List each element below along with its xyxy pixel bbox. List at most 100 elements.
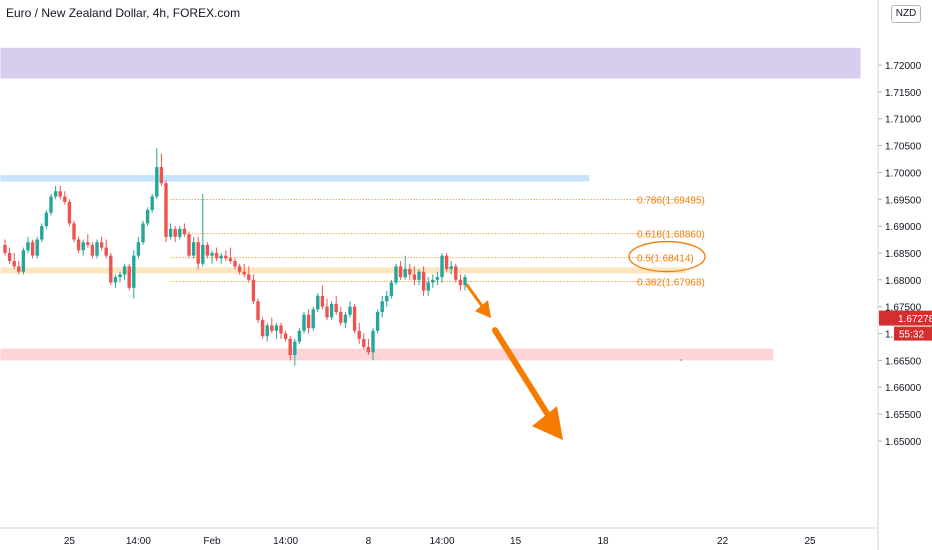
candle-body xyxy=(334,303,338,313)
candle-body xyxy=(339,312,343,323)
price-tick-label-9: 1.67500 xyxy=(885,303,922,314)
time-tick-label-4: 8 xyxy=(366,536,372,547)
price-tick-label-13: 1.65500 xyxy=(885,410,922,421)
price-tick-label-12: 1.66000 xyxy=(885,383,922,394)
price-tick-label-3: 1.70500 xyxy=(885,142,922,153)
candle-body xyxy=(385,295,389,302)
candle-body xyxy=(17,266,21,272)
candle-body xyxy=(311,309,315,329)
candle-body xyxy=(136,242,141,256)
candle-body xyxy=(343,314,348,323)
candle-body xyxy=(463,277,467,286)
currency-badge[interactable]: NZD xyxy=(891,5,921,23)
candles-layer xyxy=(3,148,467,366)
candle-body xyxy=(12,261,16,267)
candle-body xyxy=(389,282,394,296)
zone-orange xyxy=(0,267,686,274)
price-tick-label-6: 1.69000 xyxy=(885,222,922,233)
candle-body xyxy=(265,325,269,337)
candle-body xyxy=(72,223,76,240)
fib-label-1: 0.618(1.68860) xyxy=(637,230,705,241)
candle-body xyxy=(21,250,26,272)
countdown-label: 55:32 xyxy=(899,330,924,341)
candle-body xyxy=(182,228,187,235)
candle-body xyxy=(357,330,361,339)
candle-body xyxy=(417,271,421,280)
time-tick-label-6: 15 xyxy=(510,536,522,547)
candle-body xyxy=(444,255,449,270)
price-tick-label-11: 1.66500 xyxy=(885,356,922,367)
candle-body xyxy=(297,330,302,342)
zones-layer xyxy=(0,47,861,361)
candle-body xyxy=(141,223,145,243)
candle-body xyxy=(113,277,118,283)
candle-body xyxy=(122,266,127,275)
candle-body xyxy=(109,255,113,283)
zone-red xyxy=(0,348,774,361)
candle-body xyxy=(320,295,325,307)
candle-body xyxy=(274,325,279,331)
candle-body xyxy=(247,274,251,280)
current-price-tag: 1.67278 55:32 xyxy=(879,310,932,341)
candle-body xyxy=(237,266,242,272)
candle-body xyxy=(95,242,99,256)
time-tick-label-0: 25 xyxy=(64,536,76,547)
time-tick-label-9: 25 xyxy=(804,536,816,547)
candle-body xyxy=(67,201,72,224)
candle-body xyxy=(224,255,228,259)
trend-arrow-short-head xyxy=(475,300,491,319)
price-tick-label-5: 1.69500 xyxy=(885,195,922,206)
candle-body xyxy=(233,261,237,267)
candle-body xyxy=(191,242,196,256)
candle-body xyxy=(293,341,297,355)
candle-body xyxy=(159,167,164,184)
candle-body xyxy=(283,333,288,339)
candle-body xyxy=(228,258,233,262)
fib-label-3: 0.382(1.67968) xyxy=(637,278,705,289)
candle-body xyxy=(214,252,219,259)
price-tick-label-8: 1.68000 xyxy=(885,276,922,287)
candle-body xyxy=(306,314,311,329)
candle-body xyxy=(270,325,274,331)
countdown-box xyxy=(894,326,932,341)
candle-body xyxy=(454,266,458,280)
candle-body xyxy=(76,239,81,251)
candle-body xyxy=(371,330,375,353)
candle-body xyxy=(398,266,403,278)
zone-blue xyxy=(0,175,590,182)
candle-body xyxy=(440,255,444,278)
candle-body xyxy=(53,191,58,197)
candle-body xyxy=(251,279,256,302)
zone-purple xyxy=(0,47,861,79)
time-axis: 25 14:00 Feb 14:00 8 14:00 15 18 22 25 xyxy=(64,536,816,547)
candle-body xyxy=(49,196,53,213)
cursor-dot xyxy=(680,359,682,361)
candle-body xyxy=(164,183,168,237)
candle-body xyxy=(242,271,246,275)
candle-body xyxy=(3,244,7,253)
candle-body xyxy=(426,282,430,291)
candle-body xyxy=(302,314,306,331)
candle-body xyxy=(329,303,334,318)
trend-arrow-long-head xyxy=(532,406,563,441)
candle-body xyxy=(145,210,150,224)
time-tick-label-2: Feb xyxy=(203,536,221,547)
price-tick-label-2: 1.71000 xyxy=(885,115,922,126)
current-price-label: 1.67278 xyxy=(898,314,932,325)
candle-body xyxy=(132,255,136,288)
candle-body xyxy=(196,242,200,264)
candle-body xyxy=(403,269,407,278)
candle-body xyxy=(431,279,435,283)
candle-body xyxy=(256,301,260,321)
candle-body xyxy=(58,191,62,197)
candle-body xyxy=(201,244,205,264)
fib-label-2: 0.5(1.68414) xyxy=(637,254,694,265)
time-tick-label-8: 22 xyxy=(717,536,729,547)
candle-body xyxy=(104,247,108,256)
candle-body xyxy=(40,226,44,240)
candle-body xyxy=(86,242,90,245)
candle-body xyxy=(316,295,320,310)
candle-body xyxy=(279,325,283,334)
candle-body xyxy=(394,266,398,283)
